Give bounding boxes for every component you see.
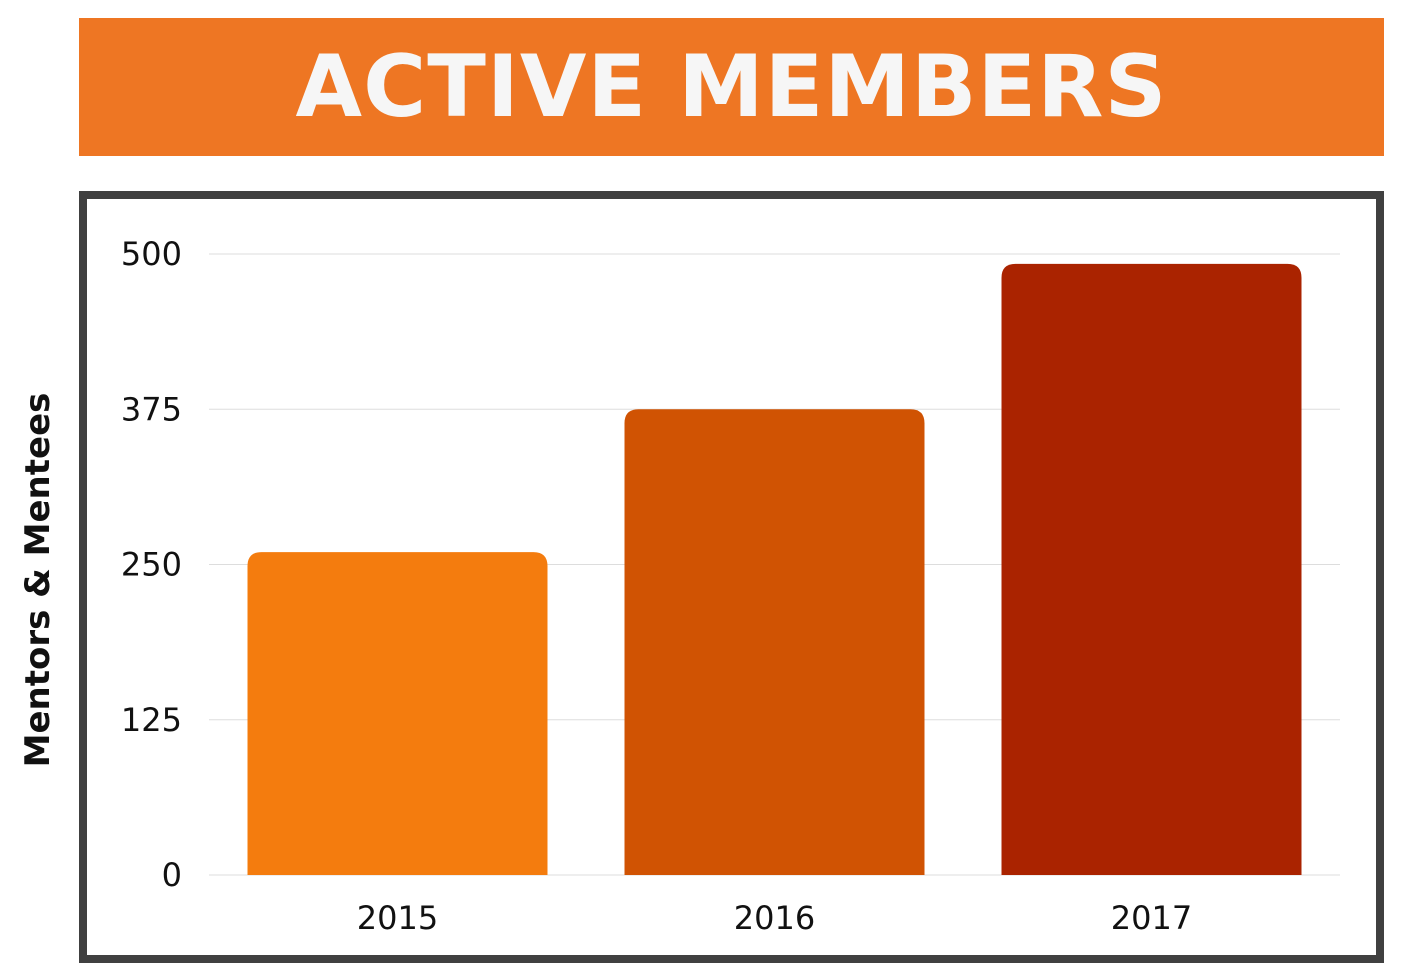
chart-title: ACTIVE MEMBERS [295,37,1168,137]
title-banner: ACTIVE MEMBERS [79,18,1384,156]
bars [247,263,1302,875]
y-tick-label: 500 [121,235,182,273]
y-tick-label: 250 [121,546,182,584]
x-tick-label: 2015 [357,899,438,937]
bar-2015 [247,552,548,875]
x-tick-label: 2016 [734,899,815,937]
y-tick-label: 375 [121,390,182,428]
y-tick-label: 0 [162,856,182,894]
x-tick-labels: 2015 2016 2017 [357,899,1192,937]
x-tick-label: 2017 [1111,899,1192,937]
y-tick-labels: 0 125 250 375 500 [121,235,182,894]
y-axis-label: Mentors & Mentees [18,392,58,768]
bar-2017 [1001,263,1302,875]
bar-2016 [624,409,925,875]
y-tick-label: 125 [121,701,182,739]
